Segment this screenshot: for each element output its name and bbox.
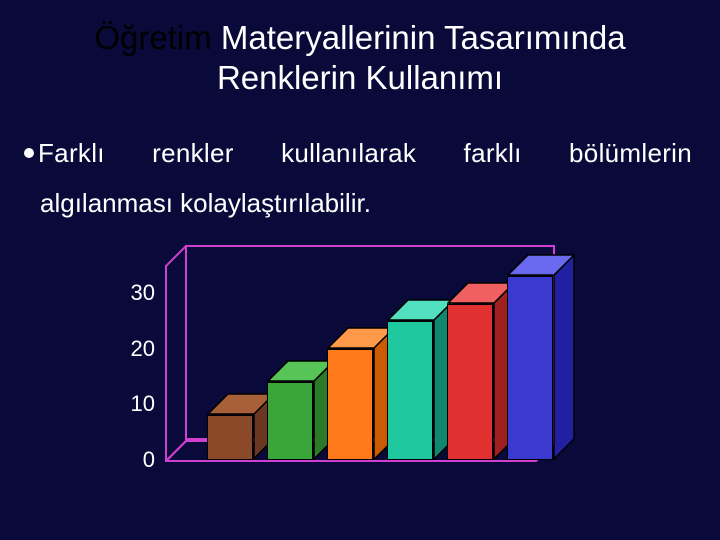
y-tick-label: 30	[131, 280, 155, 306]
bar-top-face	[447, 282, 515, 304]
bullet-line-2: algılanması kolaylaştırılabilir.	[40, 188, 371, 219]
left-wall-svg	[165, 245, 187, 462]
title-word-1: Öğretim	[94, 19, 221, 56]
bar-top-face	[507, 254, 575, 276]
bar	[207, 395, 273, 460]
bar-front-face	[447, 304, 493, 460]
title-line-2: Renklerin Kullanımı	[217, 59, 503, 96]
bar-top-face	[267, 360, 335, 382]
slide-title: Öğretim Materyallerinin Tasarımında Renk…	[0, 18, 720, 97]
bar-front-face	[387, 321, 433, 460]
y-tick-label: 20	[131, 336, 155, 362]
bar-top-face	[207, 393, 275, 415]
bar	[327, 329, 393, 460]
bar-side-face	[553, 254, 575, 460]
bar-front-face	[327, 349, 373, 460]
bar-chart: 0 10 20 30	[95, 245, 565, 505]
bullet-line-1: Farklı renkler kullanılarak farklı bölümleri…	[24, 138, 696, 169]
title-rest-1: Materyallerinin Tasarımında	[221, 19, 626, 56]
bar	[447, 284, 513, 460]
bar-front-face	[507, 276, 553, 460]
bar	[267, 362, 333, 460]
bar	[507, 256, 573, 460]
bar-top-face	[327, 327, 395, 349]
bullet-dot-icon	[24, 148, 34, 158]
bar	[387, 301, 453, 460]
y-axis: 0102030	[95, 245, 165, 460]
chart-left-wall	[165, 245, 185, 460]
bar-front-face	[207, 415, 253, 460]
bar-top-face	[387, 299, 455, 321]
bullet-word: Farklı	[38, 138, 105, 169]
bullet-word: farklı	[464, 138, 522, 169]
bar-front-face	[267, 382, 313, 460]
y-tick-label: 10	[131, 391, 155, 417]
bullet-word: kullanılarak	[281, 138, 416, 169]
chart-bars	[185, 245, 555, 460]
y-tick-label: 0	[143, 447, 155, 473]
bullet-word: renkler	[152, 138, 234, 169]
bullet-word: bölümlerin	[569, 138, 692, 169]
